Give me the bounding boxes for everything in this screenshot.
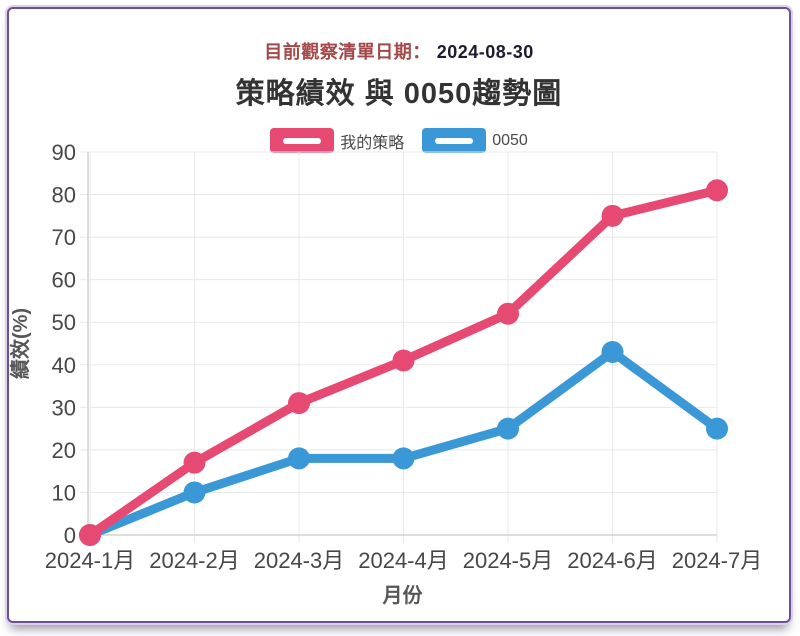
data-point-我的策略 xyxy=(392,349,415,372)
y-tick-label: 20 xyxy=(52,438,76,463)
y-tick-label: 30 xyxy=(52,395,76,420)
legend-line-icon xyxy=(283,137,322,144)
data-point-0050 xyxy=(601,341,624,364)
legend-line-icon xyxy=(435,137,474,144)
legend-swatch-icon xyxy=(422,128,487,153)
data-point-0050 xyxy=(497,417,519,440)
legend-label: 0050 xyxy=(492,131,528,149)
y-tick-label: 0 xyxy=(64,523,76,548)
x-tick-label: 2024-5月 xyxy=(463,548,554,573)
y-tick-label: 70 xyxy=(52,225,76,250)
chart-legend: 我的策略 0050 xyxy=(9,128,789,153)
y-tick-label: 80 xyxy=(52,183,76,208)
data-point-我的策略 xyxy=(79,524,101,546)
x-tick-label: 2024-7月 xyxy=(672,548,763,573)
data-point-我的策略 xyxy=(288,392,310,415)
x-tick-label: 2024-4月 xyxy=(358,548,449,573)
data-point-0050 xyxy=(288,447,310,470)
data-point-0050 xyxy=(183,481,206,504)
watchlist-date-value: 2024-08-30 xyxy=(436,42,534,62)
x-tick-label: 2024-2月 xyxy=(149,548,240,573)
x-tick-label: 2024-6月 xyxy=(567,548,658,573)
legend-item-我的策略[interactable]: 我的策略 xyxy=(270,128,404,153)
y-tick-label: 60 xyxy=(52,268,76,293)
watchlist-date-label: 目前觀察清單日期： xyxy=(264,42,431,62)
data-point-0050 xyxy=(706,417,728,440)
data-point-我的策略 xyxy=(183,451,206,474)
x-tick-label: 2024-1月 xyxy=(45,548,136,573)
y-axis-title: 績效(%) xyxy=(8,308,32,379)
data-point-我的策略 xyxy=(706,179,728,202)
x-tick-label: 2024-3月 xyxy=(254,548,345,573)
x-axis-title: 月份 xyxy=(382,583,424,607)
legend-swatch-icon xyxy=(270,128,335,153)
y-tick-label: 40 xyxy=(52,353,76,378)
y-tick-label: 50 xyxy=(52,310,76,335)
y-tick-label: 10 xyxy=(52,480,76,505)
data-point-0050 xyxy=(392,447,415,470)
watchlist-date-line: 目前觀察清單日期： 2024-08-30 xyxy=(9,38,789,64)
data-point-我的策略 xyxy=(601,204,624,227)
chart-title: 策略績效 與 0050趨勢圖 xyxy=(235,78,563,110)
legend-label: 我的策略 xyxy=(340,134,405,152)
y-tick-label: 90 xyxy=(52,140,76,165)
legend-item-0050[interactable]: 0050 xyxy=(422,128,528,153)
data-point-我的策略 xyxy=(497,302,519,325)
